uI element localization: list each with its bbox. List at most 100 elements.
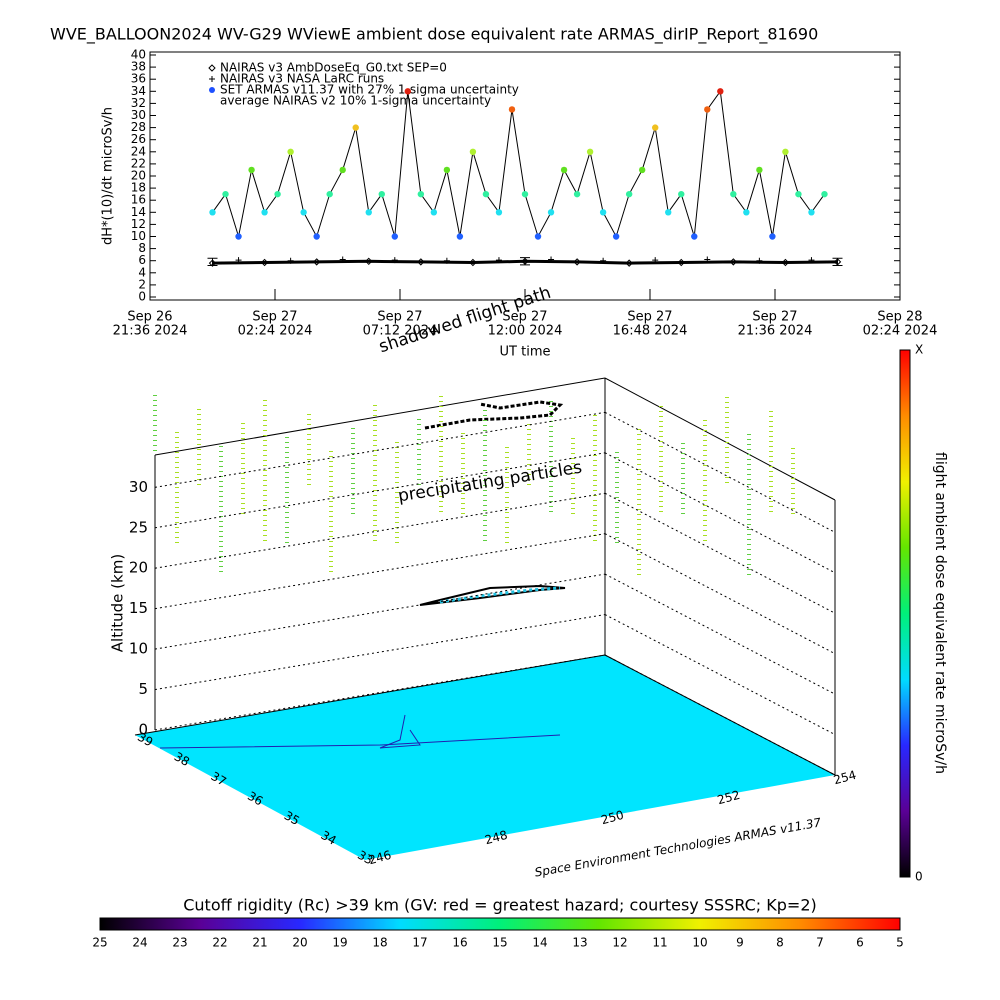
y-tick-label: 0 <box>138 290 146 304</box>
x-tick-label: Sep 27 <box>627 310 672 325</box>
colorbar-tick-label: 25 <box>92 936 107 950</box>
colorbar-tick-label: 11 <box>652 936 667 950</box>
box-edge <box>154 377 606 456</box>
data-point <box>261 209 268 216</box>
data-point <box>417 190 425 198</box>
shadow-path <box>424 400 564 430</box>
data-point <box>548 256 555 263</box>
y-tick-label: 16 <box>131 193 146 207</box>
data-point <box>573 190 581 198</box>
colorbar-tick-label: 8 <box>776 936 784 950</box>
data-point <box>312 258 321 266</box>
legend-marker <box>208 64 216 72</box>
colorbar-tick-label: 14 <box>532 936 547 950</box>
data-point <box>547 209 555 216</box>
data-point <box>443 257 450 264</box>
data-point <box>781 258 790 267</box>
grid-line <box>604 411 836 533</box>
colorbar-tick-label: 24 <box>132 936 147 950</box>
data-point <box>769 233 776 240</box>
data-point <box>652 124 659 131</box>
data-point <box>352 124 359 131</box>
data-point <box>365 257 373 266</box>
y-tick-label: 8 <box>138 241 146 255</box>
y-tick-label: 24 <box>131 144 146 158</box>
colorbar-label: 0 <box>915 870 923 884</box>
data-point <box>365 209 372 216</box>
data-point <box>326 190 333 198</box>
data-point <box>508 106 516 113</box>
y-tick-label: 20 <box>131 169 146 183</box>
lat-tick-label: 37 <box>208 769 228 789</box>
data-point <box>600 257 607 264</box>
legend-marker <box>209 87 215 93</box>
data-point <box>677 258 685 267</box>
data-point <box>378 190 385 198</box>
data-point <box>756 166 763 174</box>
data-point <box>691 233 698 240</box>
data-point <box>704 256 711 263</box>
x-tick-label: 02:24 2024 <box>863 324 938 339</box>
data-point <box>534 233 542 240</box>
colorbar-tick-label: 15 <box>492 936 507 950</box>
data-point <box>404 88 412 95</box>
lon-tick-label: 254 <box>832 768 858 787</box>
lat-tick-label: 39 <box>135 730 155 750</box>
data-point <box>521 190 529 198</box>
x-tick-label: 16:48 2024 <box>613 324 688 339</box>
y-tick-label: 10 <box>131 229 146 243</box>
error-bar <box>832 257 843 267</box>
data-point <box>730 190 737 198</box>
lon-tick-label: 246 <box>367 848 393 867</box>
data-point <box>482 190 490 198</box>
data-point <box>821 190 828 198</box>
y-tick-label: 4 <box>138 265 146 279</box>
annotation: precipitating particles <box>397 458 584 507</box>
data-point <box>391 257 398 264</box>
colorbar-tick-label: 7 <box>816 936 824 950</box>
data-point <box>391 233 398 240</box>
z-tick-label: 15 <box>129 599 148 617</box>
data-point <box>665 209 672 216</box>
legend-label: SET ARMAS v11.37 with 27% 1-sigma uncert… <box>220 83 519 97</box>
lon-tick-label: 250 <box>599 808 625 827</box>
data-point <box>209 209 216 216</box>
data-point <box>638 166 646 174</box>
grid-line <box>604 492 836 614</box>
colorbar-tick-label: 6 <box>856 936 864 950</box>
series-line <box>212 89 825 238</box>
colorbar-label: X <box>915 343 923 357</box>
grid-line <box>604 533 836 655</box>
floor <box>135 655 835 860</box>
data-point <box>287 148 294 155</box>
colorbar-tick-label: 22 <box>212 936 227 950</box>
data-point <box>625 190 633 198</box>
z-tick-label: 25 <box>129 518 148 536</box>
grid-line <box>154 492 606 569</box>
colorbar-tick-label: 12 <box>612 936 627 950</box>
data-point <box>300 209 307 216</box>
data-point <box>599 209 607 216</box>
x-tick-label: Sep 26 <box>127 310 172 325</box>
colorbar-tick-label: 19 <box>332 936 347 950</box>
legend-label: NAIRAS v3 AmbDoseEq_G0.txt SEP=0 <box>220 61 447 75</box>
data-point <box>625 259 633 267</box>
data-point <box>248 166 255 174</box>
grid-line <box>154 654 606 731</box>
x-tick-label: 07:12 2024 <box>363 324 438 339</box>
error-bar <box>520 257 530 266</box>
y-tick-label: 12 <box>131 217 146 231</box>
colorbar-tick-label: 18 <box>372 936 387 950</box>
data-point <box>469 148 477 155</box>
floor-track <box>159 734 561 749</box>
colorbar-title: Cutoff rigidity (Rc) >39 km (GV: red = g… <box>183 896 817 915</box>
data-point <box>678 190 685 198</box>
legend-label: average NAIRAS v2 10% 1-sigma uncertaint… <box>220 94 491 108</box>
data-point <box>612 233 620 240</box>
colorbar-tick-label: 13 <box>572 936 587 950</box>
data-point <box>573 258 581 266</box>
y-tick-label: 28 <box>131 120 146 134</box>
box-edge <box>604 377 836 501</box>
data-point <box>339 166 346 174</box>
